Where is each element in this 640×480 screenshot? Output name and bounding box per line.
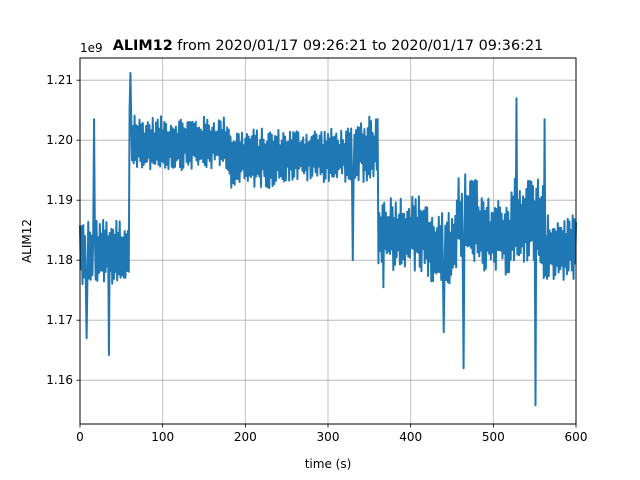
y-tick-label: 1.19: [46, 193, 73, 207]
chart-title-bold: ALIM12: [113, 38, 173, 54]
x-tick-label: 0: [76, 430, 84, 444]
chart-title-rest: from 2020/01/17 09:26:21 to 2020/01/17 0…: [173, 38, 544, 54]
plot-line-group: [79, 72, 577, 407]
x-tick-label: 500: [482, 430, 505, 444]
x-tick-label: 300: [317, 430, 340, 444]
series-line: [79, 72, 577, 407]
y-tick-label: 1.17: [46, 313, 73, 327]
x-axis-label: time (s): [305, 457, 352, 471]
x-tick-label: 100: [151, 430, 174, 444]
y-tick-label: 1.16: [46, 373, 73, 387]
x-tick-label: 200: [234, 430, 257, 444]
y-tick-label: 1.21: [46, 73, 73, 87]
y-axis-label: ALIM12: [20, 219, 34, 263]
x-tick-label: 400: [399, 430, 422, 444]
x-tick-label: 600: [565, 430, 588, 444]
x-ticks: 0 100 200 300 400 500 600: [76, 424, 587, 444]
y-tick-label: 1.18: [46, 253, 73, 267]
y-tick-label: 1.20: [46, 133, 73, 147]
y-ticks: 1.16 1.17 1.18 1.19 1.20 1.21: [46, 73, 80, 387]
chart-title: ALIM12 from 2020/01/17 09:26:21 to 2020/…: [113, 38, 544, 54]
y-offset-label: 1e9: [80, 41, 103, 55]
